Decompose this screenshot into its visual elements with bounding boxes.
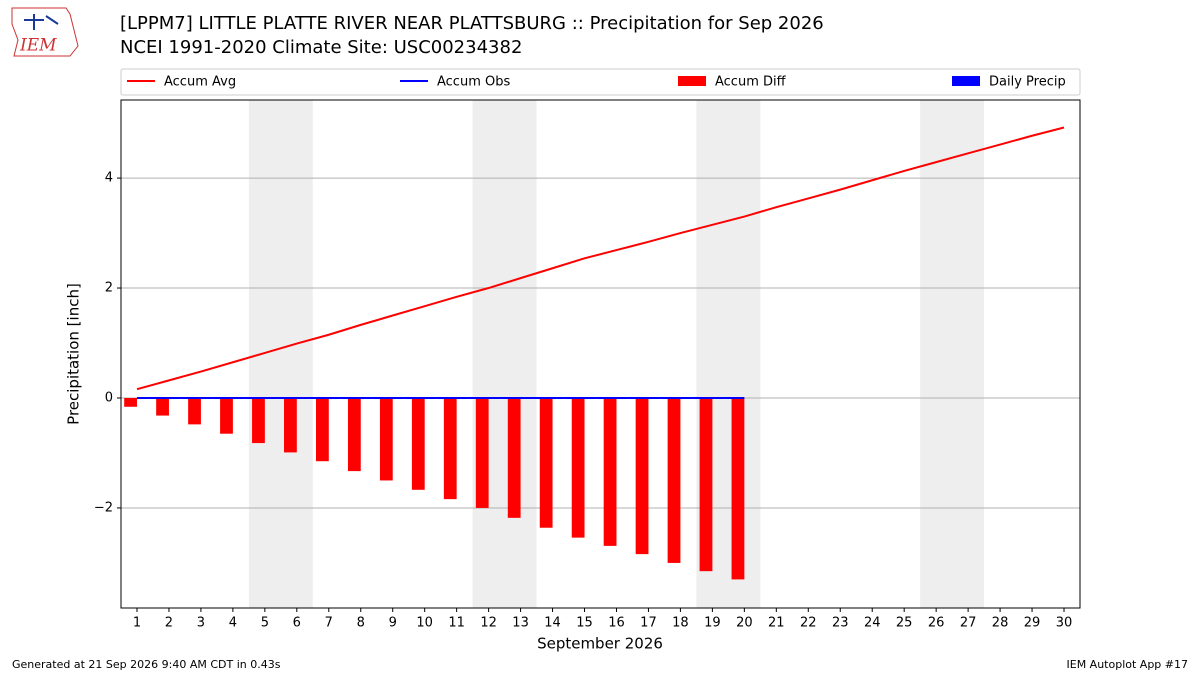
x-tick-label: 24 [864,616,881,631]
logo: IEM [11,7,79,57]
x-tick-label: 18 [672,616,689,631]
bar [699,397,713,572]
legend-label: Accum Avg [164,75,236,90]
bar [443,397,457,500]
legend-label: Accum Diff [715,75,787,90]
x-tick-label: 16 [608,616,625,631]
bar [411,397,425,490]
legend-box [120,68,1081,96]
plot-frame [120,99,1081,609]
bar [315,397,329,462]
legend-label: Daily Precip [989,75,1066,90]
x-tick-label: 25 [896,616,913,631]
x-tick-label: 30 [1056,616,1073,631]
y-tick-label: 2 [105,281,113,296]
bar [284,397,297,453]
x-tick-label: 10 [416,616,433,631]
x-tick-label: 2 [165,616,173,631]
bar [667,397,681,563]
bar [507,397,521,518]
x-tick-label: 28 [992,616,1009,631]
y-tick-label: 0 [105,390,113,405]
bar [475,397,489,508]
line [136,126,1065,391]
x-tick-label: 9 [389,616,397,631]
footer-left: Generated at 21 Sep 2026 9:40 AM CDT in … [12,658,281,671]
legend-label: Accum Obs [437,75,510,90]
bar [571,397,585,538]
x-tick-label: 1 [133,616,141,631]
x-tick-label: 6 [293,616,301,631]
x-tick-label: 22 [800,616,817,631]
x-tick-label: 12 [480,616,497,631]
chart-subtitle: NCEI 1991-2020 Climate Site: USC00234382 [120,37,522,58]
x-tick-label: 11 [448,616,465,631]
bar [347,397,361,472]
bar [603,397,617,546]
x-tick-label: 14 [544,616,561,631]
bar [539,397,553,528]
chart-title: [LPPM7] LITTLE PLATTE RIVER NEAR PLATTSB… [120,13,824,34]
x-tick-label: 7 [325,616,333,631]
bar [252,397,265,444]
weekend-band [920,100,985,608]
x-tick-label: 27 [960,616,977,631]
bar [635,397,649,555]
logo-text: IEM [19,36,57,56]
legend-swatch [952,76,980,86]
x-tick-label: 5 [261,616,269,631]
logo-icon [24,14,59,30]
x-tick-label: 17 [640,616,657,631]
x-tick-label: 20 [736,616,753,631]
footer-right: IEM Autoplot App #17 [1067,658,1189,671]
x-axis-label: September 2026 [537,635,663,653]
bar [124,397,137,407]
y-tick-label: 4 [105,171,113,186]
x-tick-label: 13 [512,616,529,631]
bar [731,397,745,580]
x-tick-label: 19 [704,616,721,631]
bar [379,397,393,481]
x-tick-label: 3 [197,616,205,631]
weekend-band [472,100,537,608]
x-tick-label: 23 [832,616,849,631]
y-axis-label: Precipitation [inch] [65,283,83,425]
x-tick-label: 21 [768,616,785,631]
x-tick-label: 26 [928,616,945,631]
x-tick-label: 15 [576,616,593,631]
x-tick-label: 4 [229,616,237,631]
bar [188,397,201,425]
x-tick-label: 29 [1024,616,1041,631]
y-tick-label: −2 [94,500,113,515]
x-tick-label: 8 [357,616,365,631]
legend-swatch [678,76,706,86]
bar [220,397,233,434]
bar [156,397,169,416]
